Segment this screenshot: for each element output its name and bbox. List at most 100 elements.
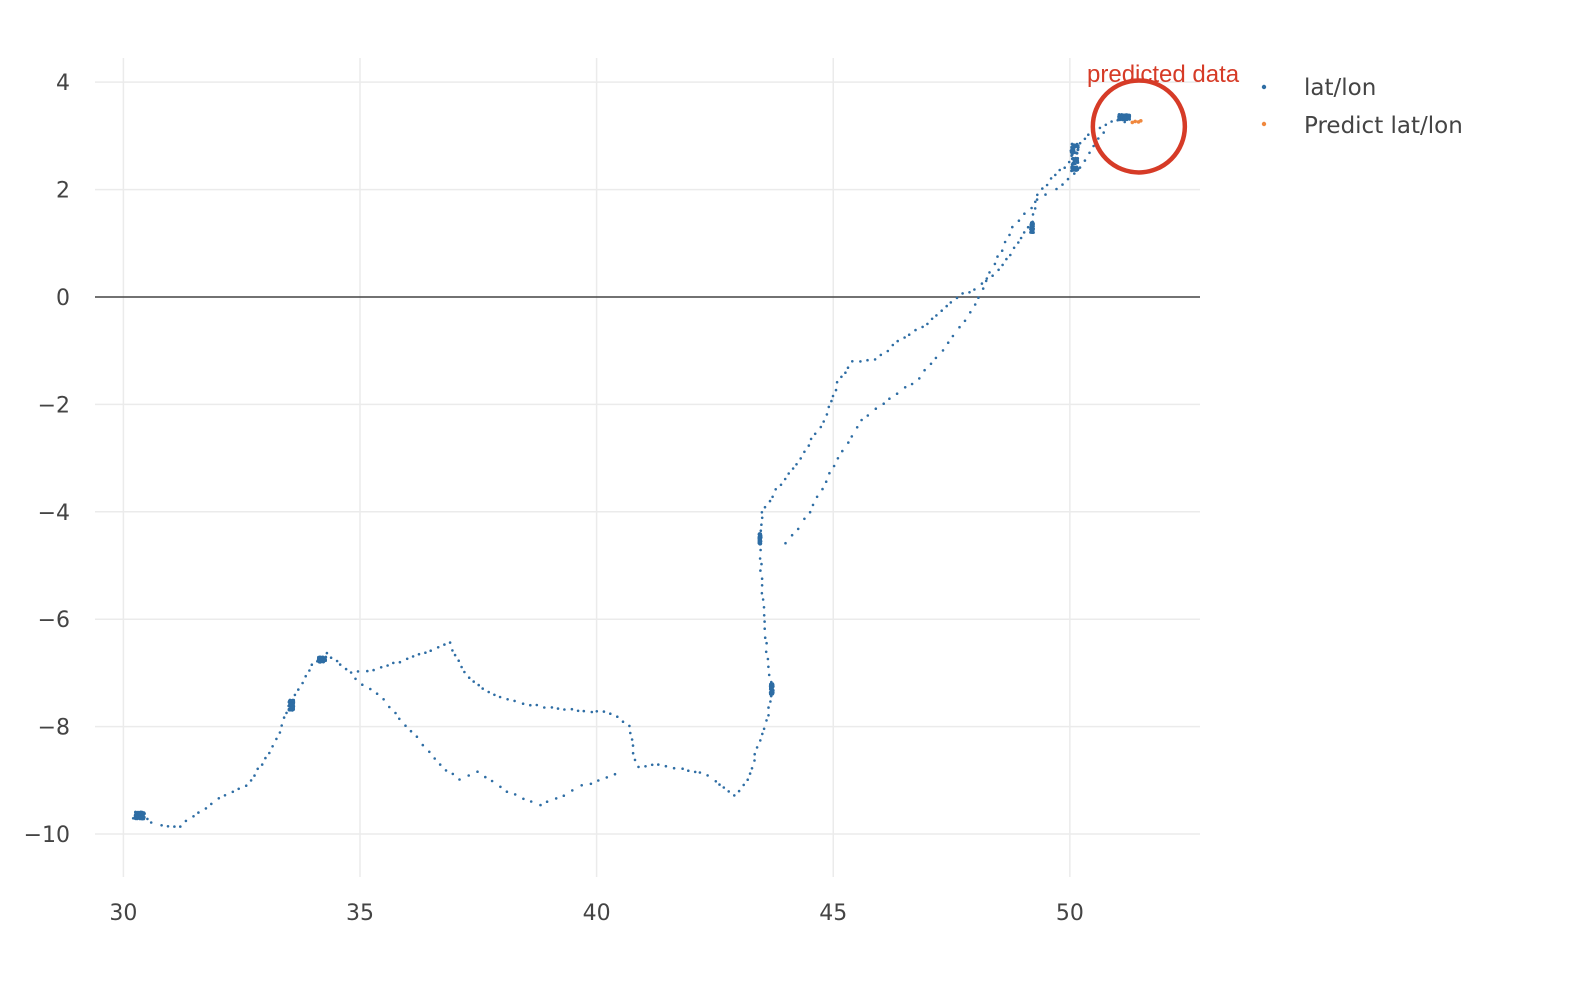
y-tick-label: 2 [56, 179, 70, 204]
data-point [874, 407, 878, 411]
data-point [354, 677, 357, 681]
data-point [672, 766, 676, 770]
data-point [448, 641, 452, 644]
data-point [755, 746, 759, 749]
data-point [815, 495, 819, 499]
data-point [923, 368, 926, 372]
data-point [895, 392, 899, 396]
data-point [570, 707, 574, 711]
data-point [460, 665, 463, 669]
data-point [429, 649, 433, 652]
data-point [140, 810, 144, 814]
data-point [134, 817, 138, 821]
data-point [763, 505, 767, 509]
data-point [320, 657, 324, 661]
data-point [973, 288, 976, 291]
predict-point [1130, 120, 1135, 125]
y-tick-label: 0 [56, 286, 70, 311]
data-point [758, 557, 762, 560]
legend[interactable]: lat/lon Predict lat/lon [1261, 75, 1463, 139]
data-point [860, 418, 863, 422]
data-point [760, 516, 764, 520]
data-point [934, 356, 938, 360]
data-point [767, 665, 770, 669]
data-point [1058, 168, 1061, 172]
data-point [1034, 200, 1037, 204]
predict-point [1139, 119, 1143, 123]
data-point [529, 800, 533, 803]
legend-item-lat-lon[interactable]: lat/lon [1261, 75, 1376, 101]
data-point [467, 774, 471, 777]
data-point [771, 689, 775, 692]
data-point [166, 825, 170, 828]
data-point [764, 650, 768, 654]
data-point [1071, 168, 1075, 172]
data-point [458, 778, 461, 781]
data-point [282, 716, 286, 719]
data-point [631, 744, 635, 747]
data-point [1067, 160, 1071, 164]
data-point [630, 738, 634, 741]
data-point [1078, 141, 1082, 145]
x-tick-label: 45 [819, 901, 847, 926]
data-point [498, 695, 502, 699]
data-point [529, 703, 532, 707]
x-tick-label: 40 [583, 901, 611, 926]
data-point [415, 735, 419, 738]
data-point [873, 358, 877, 361]
data-point [285, 711, 288, 715]
data-point [803, 517, 806, 521]
data-point [1076, 144, 1080, 148]
data-point [767, 673, 771, 677]
data-point [977, 296, 980, 300]
data-point [398, 660, 402, 664]
data-point [765, 719, 768, 722]
data-point [1087, 133, 1090, 136]
data-point [774, 488, 777, 491]
data-point [1102, 131, 1105, 134]
data-point [562, 794, 566, 797]
data-point [969, 311, 972, 314]
data-point [1000, 249, 1004, 252]
data-point [968, 291, 971, 294]
data-point [1088, 151, 1091, 155]
data-point [821, 487, 824, 491]
data-point [1029, 222, 1033, 226]
data-point [1074, 151, 1078, 155]
data-point [1110, 120, 1113, 123]
data-point [963, 319, 967, 323]
data-point [297, 688, 300, 691]
data-point [698, 771, 702, 774]
data-point [958, 325, 961, 329]
data-point [941, 349, 945, 352]
predict-points [1130, 119, 1143, 125]
data-point [832, 464, 836, 468]
data-point [505, 790, 509, 793]
data-point [1031, 227, 1035, 231]
data-point [748, 772, 752, 775]
data-point [759, 532, 763, 536]
data-point [866, 358, 869, 362]
data-point [811, 503, 815, 507]
data-point [930, 317, 934, 321]
data-point [582, 709, 586, 713]
data-point [539, 803, 542, 807]
data-point [204, 807, 208, 810]
data-point [1017, 219, 1021, 222]
data-point [760, 577, 764, 580]
data-point [984, 279, 988, 283]
legend-item-predict[interactable]: Predict lat/lon [1261, 113, 1463, 139]
data-point [271, 745, 274, 748]
data-point [433, 757, 437, 760]
data-point [733, 794, 736, 797]
data-point [722, 786, 726, 789]
data-point [1070, 148, 1074, 152]
data-point [1075, 165, 1079, 169]
data-point [405, 657, 409, 661]
data-point [633, 758, 637, 762]
data-point [1003, 240, 1007, 244]
data-point [1063, 166, 1066, 169]
data-point [1022, 231, 1026, 234]
data-point [1049, 177, 1053, 180]
data-point [766, 657, 770, 661]
